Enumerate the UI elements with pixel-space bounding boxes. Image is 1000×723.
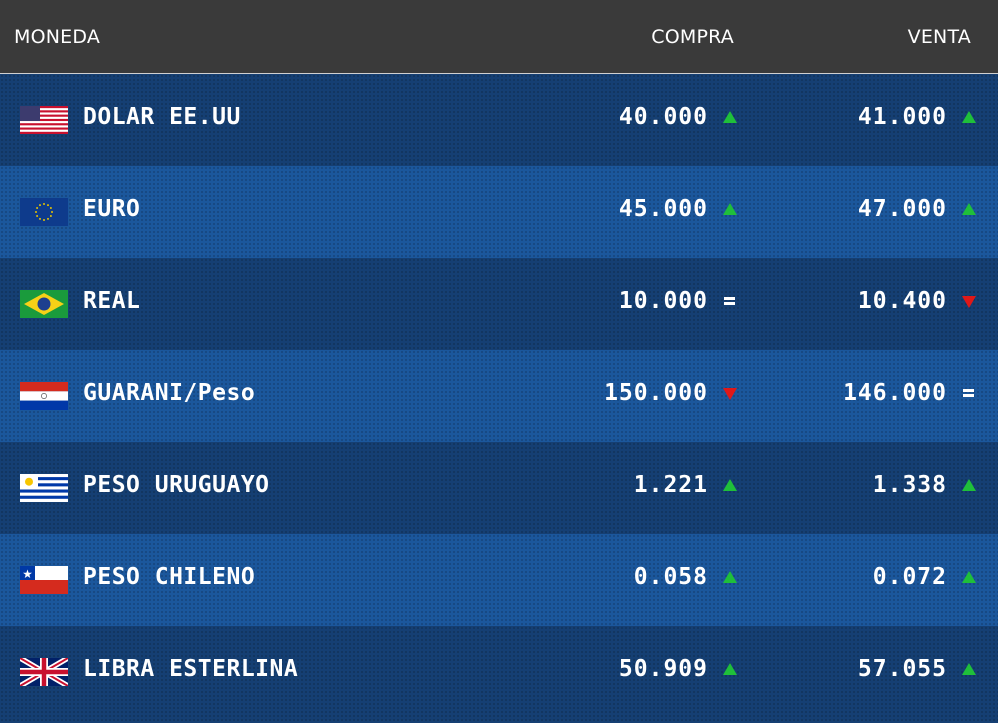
trend-equal-icon [961, 380, 977, 408]
table-row: PESO URUGUAYO 1.221 1.338 [0, 442, 998, 534]
trend-up-icon [961, 104, 977, 132]
currency-name: GUARANI/Peso [83, 380, 256, 406]
currency-name: REAL [83, 288, 141, 314]
compra-value: 50.909 [618, 656, 708, 682]
trend-up-icon [961, 564, 977, 592]
uruguay-flag-icon [20, 474, 68, 502]
venta-value: 1.338 [872, 472, 947, 498]
currency-name: PESO CHILENO [83, 564, 256, 590]
compra-value: 0.058 [633, 564, 708, 590]
compra-value: 45.000 [618, 196, 708, 222]
trend-down-icon [961, 288, 977, 316]
trend-up-icon [961, 656, 977, 684]
currency-name: EURO [83, 196, 141, 222]
brazil-flag-icon [20, 290, 68, 318]
table-row: GUARANI/Peso 150.000 146.000 [0, 350, 998, 442]
trend-equal-icon [722, 288, 738, 316]
header-moneda: MONEDA [14, 26, 101, 48]
table-row: REAL 10.000 10.400 [0, 258, 998, 350]
table-row: EURO 45.000 47.000 [0, 166, 998, 258]
usa-flag-icon [20, 106, 68, 134]
compra-value: 1.221 [633, 472, 708, 498]
trend-up-icon [722, 196, 738, 224]
trend-up-icon [961, 472, 977, 500]
trend-down-icon [722, 380, 738, 408]
compra-value: 40.000 [618, 104, 708, 130]
trend-up-icon [961, 196, 977, 224]
chile-flag-icon [20, 566, 68, 594]
header-venta: VENTA [907, 26, 971, 48]
venta-value: 10.400 [857, 288, 947, 314]
table-row: LIBRA ESTERLINA 50.909 57.055 [0, 626, 998, 723]
eu-flag-icon [20, 198, 68, 226]
trend-up-icon [722, 104, 738, 132]
currency-name: LIBRA ESTERLINA [83, 656, 299, 682]
venta-value: 41.000 [857, 104, 947, 130]
trend-up-icon [722, 656, 738, 684]
table-header: MONEDA COMPRA VENTA [0, 0, 998, 74]
compra-value: 10.000 [618, 288, 708, 314]
header-compra: COMPRA [651, 26, 734, 48]
table-row: PESO CHILENO 0.058 0.072 [0, 534, 998, 626]
compra-value: 150.000 [604, 380, 708, 406]
venta-value: 57.055 [857, 656, 947, 682]
trend-up-icon [722, 564, 738, 592]
venta-value: 146.000 [843, 380, 947, 406]
currency-name: DOLAR EE.UU [83, 104, 241, 130]
table-row: DOLAR EE.UU 40.000 41.000 [0, 74, 998, 166]
trend-up-icon [722, 472, 738, 500]
paraguay-flag-icon [20, 382, 68, 410]
venta-value: 0.072 [872, 564, 947, 590]
venta-value: 47.000 [857, 196, 947, 222]
currency-name: PESO URUGUAYO [83, 472, 270, 498]
uk-flag-icon [20, 658, 68, 686]
